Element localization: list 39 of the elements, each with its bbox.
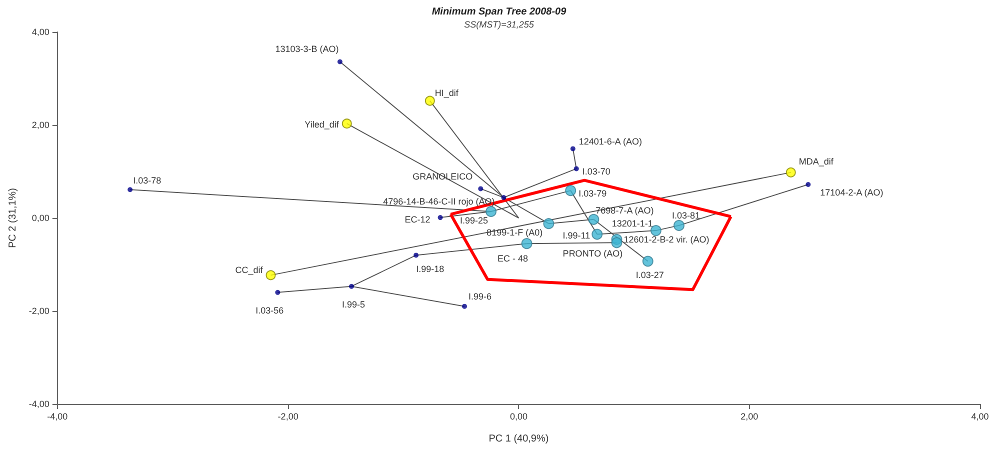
annotation: 12401-6-A (AO) bbox=[578, 136, 642, 147]
annotation: I.99-25 bbox=[460, 215, 488, 226]
annotation: I.99-6 bbox=[468, 291, 492, 302]
x-tick-label: -4,00 bbox=[47, 412, 68, 422]
annotation: I.03-78 bbox=[133, 176, 162, 186]
annotation: I.99-5 bbox=[342, 299, 365, 310]
y-tick-label: 4,00 bbox=[32, 27, 50, 37]
annotation: I.99-18 bbox=[416, 264, 444, 274]
annotation: EC - 48 bbox=[498, 254, 528, 264]
annotation: Yiled_dif bbox=[304, 120, 340, 130]
annotation: I.03-27 bbox=[636, 270, 664, 280]
annotation: EC-12 bbox=[404, 214, 430, 225]
x-axis-title: PC 1 (40,9%) bbox=[488, 434, 549, 444]
annotation: CC_dif bbox=[235, 265, 264, 276]
y-tick-label: 2,00 bbox=[32, 120, 50, 130]
annotation: 17104-2-A (AO) bbox=[820, 188, 884, 198]
annotation: 8199-1-F (A0) bbox=[486, 228, 543, 238]
x-tick-label: -2,00 bbox=[278, 412, 298, 422]
annotation: I.03-56 bbox=[256, 305, 284, 316]
x-tick-label: 4,00 bbox=[971, 412, 989, 422]
annotation: 7698-7-A (AO) bbox=[596, 205, 654, 216]
annotation: I.03-81 bbox=[672, 210, 700, 220]
x-tick-label: 0,00 bbox=[510, 412, 528, 422]
y-tick-label: -2,00 bbox=[28, 306, 50, 316]
y-tick-label: 0,00 bbox=[32, 213, 50, 223]
annotation: 13103-3-B (AO) bbox=[275, 44, 339, 54]
annotation: HI_dif bbox=[434, 88, 459, 98]
x-tick-label: 2,00 bbox=[740, 412, 758, 422]
annotation: I.03-70 bbox=[582, 166, 610, 177]
annotation: I.03-79 bbox=[578, 188, 607, 199]
annotation: 12601-2-B-2 vir. (AO) bbox=[624, 234, 710, 244]
annotation: 13201-1-1 bbox=[612, 218, 653, 229]
chart-title: Minimum Span Tree 2008-09 bbox=[432, 6, 567, 18]
y-tick-label: -4,00 bbox=[28, 399, 50, 409]
annotation: MDA_dif bbox=[798, 156, 834, 166]
annotation: I.99-11 bbox=[562, 230, 590, 240]
annotation: PRONTO (AO) bbox=[562, 248, 623, 259]
y-axis-title: PC 2 (31,1%) bbox=[8, 188, 18, 248]
chart-subtitle: SS(MST)=31,255 bbox=[464, 20, 535, 30]
